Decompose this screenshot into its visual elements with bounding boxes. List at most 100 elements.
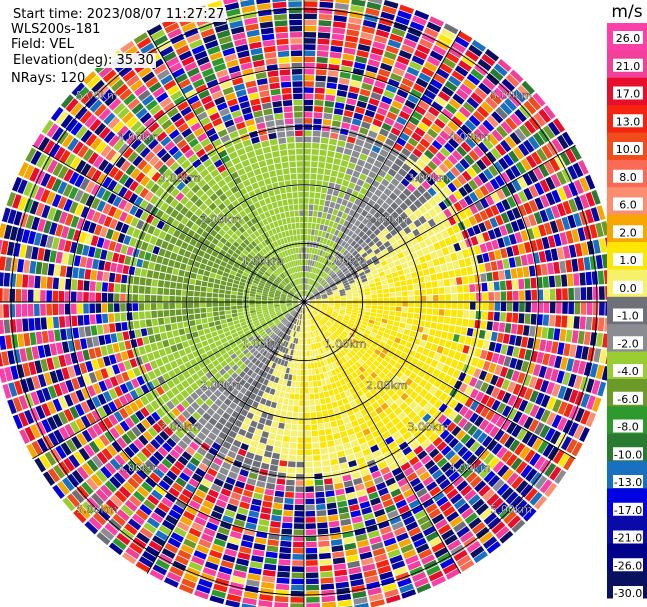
velocity-cell [308,319,311,326]
velocity-cell [491,387,501,398]
velocity-cell [511,370,520,382]
velocity-cell [104,522,119,536]
velocity-cell [239,281,246,287]
velocity-cell [434,167,445,178]
velocity-cell [336,146,345,154]
velocity-cell [324,345,329,352]
velocity-cell [320,571,333,578]
velocity-cell [436,323,444,331]
velocity-cell [538,128,550,143]
velocity-cell [201,457,212,467]
velocity-cell [438,338,446,347]
velocity-cell [247,573,261,581]
velocity-cell [197,250,205,257]
velocity-cell [344,354,350,361]
velocity-cell [175,302,182,309]
velocity-cell [316,315,321,320]
velocity-cell [436,457,448,468]
velocity-cell [390,267,397,273]
velocity-cell [72,267,79,279]
velocity-cell [316,322,321,328]
velocity-cell [315,343,319,349]
velocity-cell [403,515,416,526]
velocity-cell [432,436,443,447]
velocity-cell [49,250,57,263]
velocity-cell [269,310,275,314]
velocity-cell [340,333,347,339]
velocity-cell [351,420,359,428]
velocity-cell [313,267,317,274]
velocity-cell [332,164,340,171]
velocity-cell [409,21,425,32]
velocity-cell [162,475,174,486]
velocity-cell [533,211,543,225]
velocity-cell [307,357,311,363]
velocity-cell [90,325,98,336]
velocity-cell [244,359,251,366]
velocity-cell [432,369,441,378]
velocity-cell [469,284,476,293]
velocity-cell [332,313,338,317]
velocity-cell [206,292,213,298]
velocity-cell [235,326,243,332]
velocity-cell [391,521,404,531]
velocity-cell [86,459,99,472]
velocity-cell [342,384,349,391]
velocity-cell [277,397,284,404]
velocity-cell [107,293,114,302]
velocity-cell [274,409,281,416]
velocity-cell [577,330,585,345]
velocity-cell [168,259,175,267]
velocity-cell [315,275,319,281]
velocity-cell [113,411,124,423]
velocity-cell [367,587,382,596]
velocity-cell [418,320,425,327]
velocity-cell [408,499,421,509]
velocity-cell [592,302,599,316]
velocity-cell [463,207,473,217]
velocity-cell [352,68,365,76]
velocity-cell [474,379,484,390]
velocity-cell [280,305,286,307]
velocity-cell [304,0,318,1]
velocity-cell [505,117,518,131]
velocity-cell [406,493,418,504]
velocity-cell [198,347,206,355]
velocity-cell [213,583,228,593]
velocity-cell [372,236,380,244]
velocity-cell [334,229,340,236]
velocity-cell [141,418,151,430]
velocity-cell [307,292,312,298]
velocity-cell [52,398,63,412]
velocity-cell [0,335,7,350]
velocity-cell [233,262,240,269]
velocity-cell [318,162,325,169]
velocity-cell [524,487,538,502]
velocity-cell [419,388,428,398]
velocity-cell [399,275,406,281]
velocity-cell [463,78,477,91]
velocity-cell [301,351,304,357]
velocity-cell [0,368,7,383]
velocity-cell [326,226,332,233]
velocity-cell [19,429,30,444]
velocity-cell [68,454,80,468]
velocity-cell [333,158,341,165]
velocity-cell [306,247,310,253]
velocity-cell [183,321,190,328]
velocity-cell [453,201,463,212]
velocity-cell [161,497,174,508]
velocity-cell [270,427,278,434]
velocity-cell [445,449,456,461]
velocity-cell [337,210,344,218]
velocity-cell [495,377,505,388]
velocity-cell [57,481,70,496]
velocity-cell [0,272,4,287]
velocity-cell [543,302,550,313]
velocity-cell [374,174,384,183]
velocity-cell [313,387,319,393]
velocity-cell [240,409,249,417]
velocity-cell [374,348,381,356]
velocity-cell [244,268,251,275]
velocity-cell [490,191,500,203]
